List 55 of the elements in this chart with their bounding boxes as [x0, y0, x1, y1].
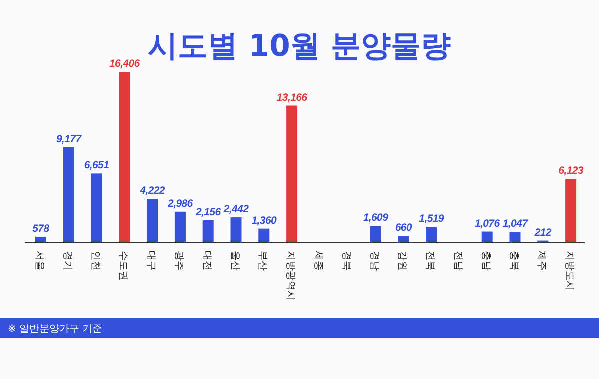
- bar: [202, 220, 214, 243]
- x-tick-label: 전북: [424, 251, 436, 271]
- x-tick-label: 울산: [229, 251, 240, 271]
- data-label: 13,166: [276, 92, 308, 104]
- data-label: 2,442: [224, 204, 249, 216]
- bar: [398, 236, 410, 243]
- bar: [35, 236, 46, 243]
- x-tick-label: 대구: [146, 251, 157, 271]
- x-tick-label: 서울: [34, 251, 45, 271]
- data-label: 16,406: [109, 58, 140, 70]
- data-label: 2,156: [196, 206, 221, 219]
- bar: [426, 227, 438, 243]
- x-tick-label: 세종: [312, 251, 324, 271]
- data-label: 4,222: [140, 185, 165, 197]
- x-tick-label: 경북: [340, 251, 352, 271]
- x-tick-label: 제주: [536, 251, 548, 271]
- data-label: 660: [395, 222, 412, 234]
- x-tick-label: 부산: [257, 251, 268, 271]
- bar: [566, 179, 577, 243]
- data-label: 212: [534, 226, 552, 239]
- bar: [258, 228, 270, 243]
- bar: [482, 232, 493, 243]
- data-label: 1,076: [474, 218, 500, 230]
- bar: [286, 106, 298, 243]
- bar: [370, 226, 382, 243]
- x-tick-label: 대전: [201, 251, 212, 271]
- x-tick-label: 지방도시: [564, 251, 576, 291]
- data-label: 9,177: [56, 133, 82, 146]
- data-label: 1,360: [252, 214, 277, 227]
- x-tick-label: 광주: [173, 251, 184, 271]
- bar: [91, 174, 102, 243]
- x-tick-label: 충북: [508, 251, 520, 271]
- bar: [230, 218, 242, 243]
- x-tick-label: 지방광역시: [285, 251, 296, 301]
- x-tick-label: 전남: [452, 251, 464, 271]
- bar: [174, 212, 186, 243]
- data-label: 1,519: [419, 213, 444, 226]
- data-label: 1,047: [502, 218, 528, 230]
- data-label: 578: [32, 222, 50, 235]
- bar: [63, 147, 74, 243]
- data-label: 6,123: [558, 165, 584, 178]
- data-label: 6,651: [84, 160, 110, 172]
- chart-title: 시도별 10월 분양물량: [148, 29, 451, 64]
- annotation: ※ 일반분양가구 기준: [8, 324, 103, 335]
- x-tick-label: 충남: [480, 251, 492, 271]
- x-tick-label: 경기: [62, 251, 73, 271]
- x-tick-label: 강원: [396, 251, 408, 271]
- data-label: 1,609: [363, 212, 388, 224]
- bar: [119, 72, 130, 243]
- x-tick-label: 경남: [368, 251, 380, 271]
- data-label: 2,986: [168, 198, 193, 210]
- bar: [510, 232, 521, 243]
- bar: [147, 198, 158, 243]
- x-tick-label: 인천: [90, 251, 101, 271]
- x-tick-label: 수도권: [118, 251, 129, 281]
